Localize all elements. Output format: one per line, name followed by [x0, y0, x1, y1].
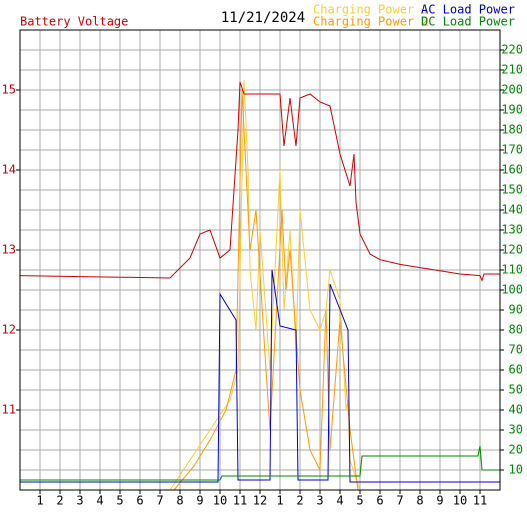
data-line	[20, 269, 500, 483]
y2-tick-label: 90	[509, 303, 523, 317]
y2-tick-label: 10	[509, 463, 523, 477]
y-tick-label: 14	[2, 163, 16, 177]
x-tick-label: 1	[276, 494, 283, 508]
y2-tick-label: 120	[501, 243, 523, 257]
x-tick-label: 8	[176, 494, 183, 508]
y2-tick-label: 80	[509, 323, 523, 337]
y2-tick-label: 200	[501, 83, 523, 97]
data-line	[19, 81, 500, 282]
x-tick-label: 2	[296, 494, 303, 508]
plot-border	[19, 29, 501, 491]
y2-tick-label: 130	[501, 223, 523, 237]
x-tick-label: 1	[36, 494, 43, 508]
x-tick-label: 3	[316, 494, 323, 508]
y2-tick-label: 180	[501, 123, 523, 137]
y-tick-label: 13	[2, 243, 16, 257]
y2-tick-label: 170	[501, 143, 523, 157]
legend-entry: AC Load Power	[421, 3, 515, 17]
x-tick-label: 4	[336, 494, 343, 508]
y2-tick-label: 20	[509, 443, 523, 457]
y2-tick-label: 210	[501, 63, 523, 77]
x-tick-label: 11	[473, 494, 487, 508]
y-tick-label: 15	[2, 83, 16, 97]
x-tick-label: 3	[76, 494, 83, 508]
x-tick-label: 10	[453, 494, 467, 508]
y2-tick-label: 190	[501, 103, 523, 117]
x-tick-label: 8	[416, 494, 423, 508]
data-line	[169, 79, 361, 491]
x-tick-label: 7	[396, 494, 403, 508]
x-tick-label: 12	[253, 494, 267, 508]
chart-title: 11/21/2024	[221, 10, 305, 26]
y2-tick-label: 160	[501, 163, 523, 177]
y2-tick-label: 110	[501, 263, 523, 277]
x-tick-label: 10	[213, 494, 227, 508]
x-tick-label: 5	[116, 494, 123, 508]
y2-tick-label: 40	[509, 403, 523, 417]
y2-tick-label: 150	[501, 183, 523, 197]
x-tick-label: 4	[96, 494, 103, 508]
y2-tick-label: 140	[501, 203, 523, 217]
y2-tick-label: 100	[501, 283, 523, 297]
y-tick-label: 12	[2, 323, 16, 337]
y2-tick-label: 30	[509, 423, 523, 437]
y2-tick-label: 70	[509, 343, 523, 357]
legend-entry: Charging Power 1	[313, 3, 429, 17]
y2-tick-label: 50	[509, 383, 523, 397]
x-tick-label: 7	[156, 494, 163, 508]
legend-entry: DC Load Power	[421, 15, 515, 29]
legend-entry: Charging Power 2	[313, 15, 429, 29]
x-tick-label: 6	[376, 494, 383, 508]
y-tick-label: 11	[2, 403, 16, 417]
y2-tick-label: 60	[509, 363, 523, 377]
y-axis-label: Battery Voltage	[20, 15, 128, 29]
x-tick-label: 6	[136, 494, 143, 508]
x-tick-label: 9	[196, 494, 203, 508]
x-tick-label: 2	[56, 494, 63, 508]
x-tick-label: 5	[356, 494, 363, 508]
x-tick-label: 11	[233, 494, 247, 508]
y2-tick-label: 220	[501, 43, 523, 57]
x-tick-label: 9	[436, 494, 443, 508]
data-line	[20, 445, 500, 481]
